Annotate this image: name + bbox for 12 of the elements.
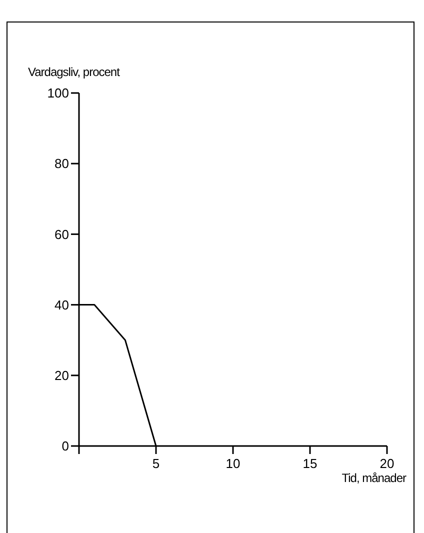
x-tick-label: 15 [302, 456, 318, 471]
y-axis-title: Vardagsliv, procent [28, 65, 121, 79]
x-tick-label: 10 [226, 456, 240, 471]
y-tick-label: 20 [54, 368, 69, 383]
y-tick-label: 100 [47, 86, 69, 101]
x-tick-label: 20 [380, 456, 394, 471]
y-tick-label: 0 [62, 438, 69, 454]
y-tick-label: 80 [54, 156, 69, 172]
x-tick-label: 5 [152, 456, 160, 471]
y-tick-label: 60 [54, 226, 69, 242]
y-tick-label: 40 [54, 297, 69, 312]
x-axis-title: Tid, månader [342, 471, 406, 485]
